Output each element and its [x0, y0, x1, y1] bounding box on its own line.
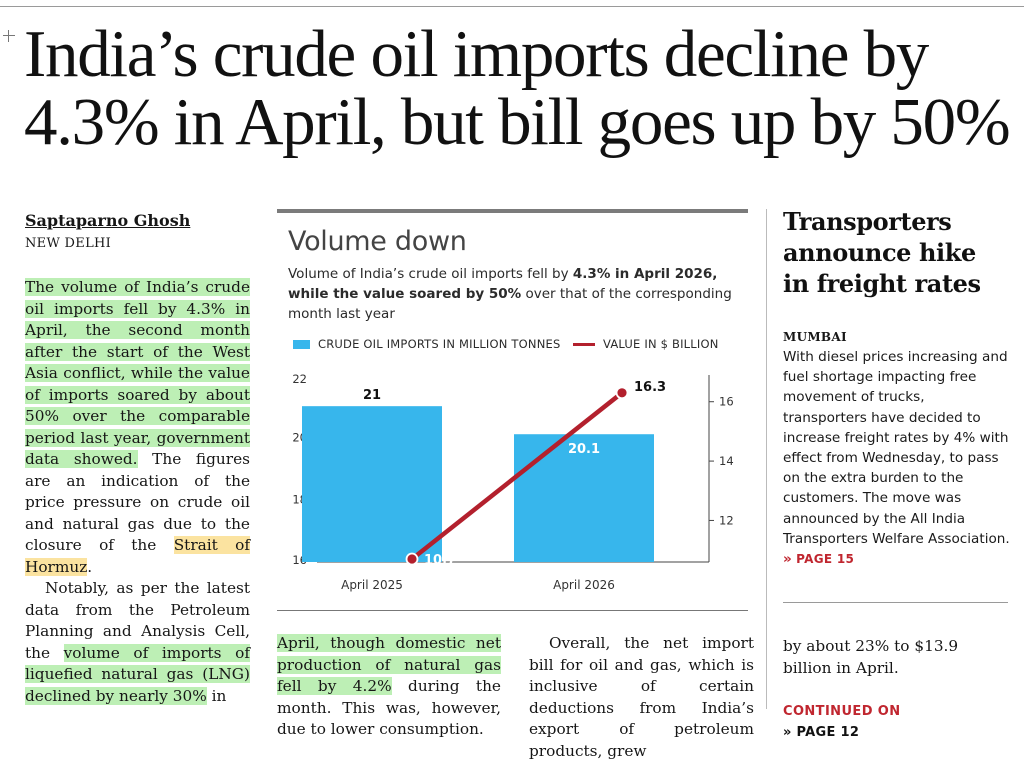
continued-on-label: CONTINUED ON — [783, 704, 901, 719]
y-left-tick-label: 22 — [292, 372, 307, 386]
sidebar-body: With diesel prices increasing and fuel s… — [783, 347, 1011, 569]
value-line — [409, 390, 625, 562]
paragraph-4: Overall, the net import bill for oil and… — [529, 634, 754, 760]
legend-line-entry: VALUE IN $ BILLION — [573, 337, 719, 351]
line-data-label: 16.3 — [634, 380, 666, 395]
paragraph-text: Notably, as per the latest data from the… — [25, 579, 250, 662]
byline[interactable]: Saptaparno Ghosh — [25, 211, 191, 230]
bar-data-label: 21 — [363, 388, 381, 403]
highlight-lead: The volume of India’s crude oil imports … — [25, 278, 250, 468]
legend-line-label: VALUE IN $ BILLION — [603, 337, 719, 351]
paragraph-text: . — [87, 557, 93, 576]
y-right-tick-label: 14 — [719, 454, 734, 468]
continued-page-link[interactable]: » PAGE 12 — [783, 725, 860, 740]
paragraph-2: Notably, as per the latest data from the… — [25, 578, 250, 707]
chart-top-rule — [277, 209, 748, 213]
line-point — [405, 552, 419, 566]
chart-bottom-rule — [277, 610, 748, 611]
column-divider — [766, 209, 767, 709]
line-point — [615, 386, 629, 400]
x-tick-label: April 2026 — [553, 578, 615, 592]
article-column-3: Overall, the net import bill for oil and… — [529, 633, 754, 762]
paragraph-text: during the month. This was, however, due… — [277, 677, 501, 738]
paragraph-5: by about 23% to $13.9 billion in April. — [783, 637, 959, 677]
article-column-2: April, though domestic net production of… — [277, 633, 501, 741]
headline: India’s crude oil imports decline by 4.3… — [24, 17, 1011, 159]
top-rule — [0, 6, 1024, 7]
crop-mark-icon — [3, 30, 15, 42]
paragraph-text: The figures are an indication of the pri… — [25, 450, 250, 554]
y-right-tick-label: 16 — [719, 395, 734, 409]
chart-subtitle: Volume of India’s crude oil imports fell… — [288, 264, 743, 324]
sidebar-rule — [783, 602, 1008, 603]
bar — [514, 434, 654, 562]
bar — [302, 406, 442, 562]
legend-bar-swatch — [293, 339, 310, 349]
subtitle-text: Volume of India’s crude oil imports fell… — [288, 266, 573, 282]
line-data-label: 10.7 — [424, 553, 456, 568]
paragraph-3: April, though domestic net production of… — [277, 633, 501, 741]
subtitle-text: over that of the corresponding month las… — [288, 286, 732, 322]
article-column-1: The volume of India’s crude oil imports … — [25, 277, 250, 707]
chart-title: Volume down — [288, 226, 467, 257]
x-tick-label: April 2025 — [341, 578, 403, 592]
dateline: NEW DELHI — [25, 236, 112, 251]
legend-bar-label: CRUDE OIL IMPORTS IN MILLION TONNES — [318, 337, 561, 351]
article-column-4: by about 23% to $13.9 billion in April. — [783, 636, 1008, 679]
sidebar-headline[interactable]: Transporters announce hike in freight ra… — [783, 207, 981, 298]
double-chevron-icon: » — [783, 551, 792, 568]
sidebar-page-link[interactable]: PAGE 15 — [796, 552, 855, 567]
paragraph-text: in — [206, 686, 227, 705]
legend-bar-entry: CRUDE OIL IMPORTS IN MILLION TONNES — [293, 337, 560, 351]
sidebar-text: With diesel prices increasing and fuel s… — [783, 349, 1010, 547]
bar-data-label: 20.1 — [568, 442, 600, 457]
subtitle-bold: 4.3% in April 2026, while the value soar… — [288, 266, 718, 302]
legend-line-swatch — [573, 342, 595, 346]
sidebar-dateline: MUMBAI — [783, 330, 847, 344]
y-right-tick-label: 12 — [719, 513, 734, 527]
paragraph-1: The volume of India’s crude oil imports … — [25, 277, 250, 578]
